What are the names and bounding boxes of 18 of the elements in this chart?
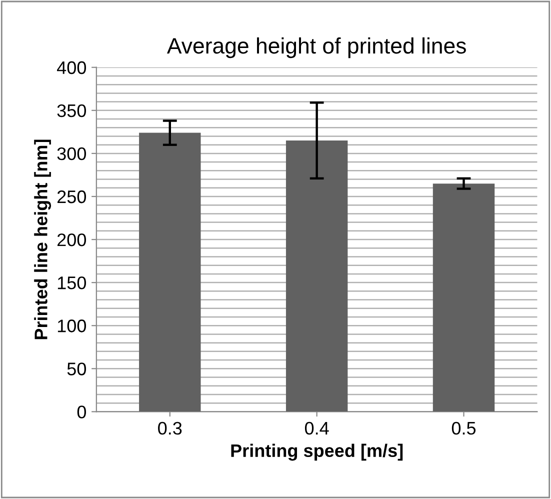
y-tick-label: 150 xyxy=(58,276,86,290)
x-axis-title: Printing speed [m/s] xyxy=(231,444,403,461)
x-tick-label: 0.3 xyxy=(158,422,182,435)
y-tick-label: 0 xyxy=(77,406,86,418)
x-tick-label: 0.4 xyxy=(304,422,329,435)
y-tick-label: 250 xyxy=(57,190,86,204)
bar xyxy=(432,184,495,412)
bar xyxy=(286,140,348,412)
bar xyxy=(139,132,201,412)
y-tick-label: 200 xyxy=(57,233,86,246)
y-tick-label: 400 xyxy=(56,61,86,74)
x-tick-label: 0.5 xyxy=(452,422,476,435)
y-tick-label: 350 xyxy=(57,104,86,118)
chart-title: Average height of printed lines xyxy=(166,37,466,58)
y-tick-label: 50 xyxy=(67,362,86,376)
y-tick-label: 300 xyxy=(57,147,86,160)
y-tick-label: 100 xyxy=(58,320,86,332)
y-axis-title: Printed line height [nm] xyxy=(34,140,52,340)
